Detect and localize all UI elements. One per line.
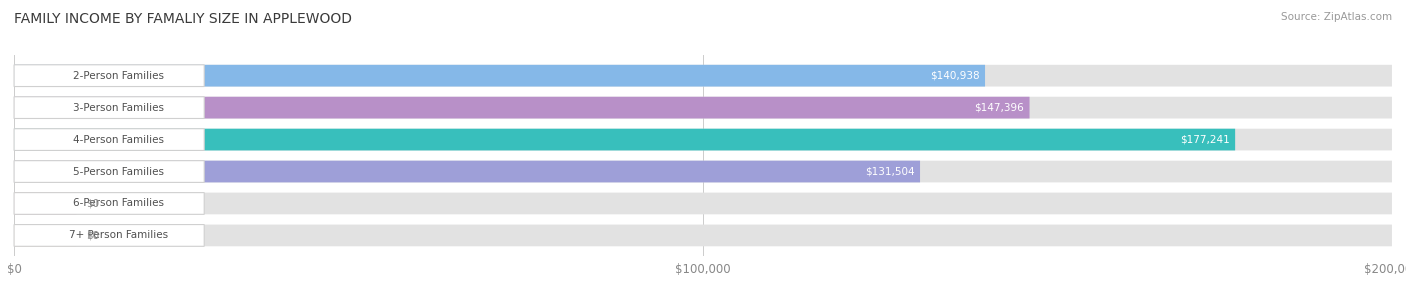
FancyBboxPatch shape <box>14 161 920 182</box>
Text: 6-Person Families: 6-Person Families <box>73 199 165 209</box>
FancyBboxPatch shape <box>14 224 76 246</box>
FancyBboxPatch shape <box>14 129 1234 150</box>
FancyBboxPatch shape <box>14 65 1392 87</box>
FancyBboxPatch shape <box>14 129 204 150</box>
FancyBboxPatch shape <box>14 65 986 87</box>
Text: Source: ZipAtlas.com: Source: ZipAtlas.com <box>1281 12 1392 22</box>
Text: 2-Person Families: 2-Person Families <box>73 71 165 81</box>
FancyBboxPatch shape <box>14 129 1392 150</box>
Text: $140,938: $140,938 <box>929 71 980 81</box>
FancyBboxPatch shape <box>14 224 1392 246</box>
FancyBboxPatch shape <box>14 193 1392 214</box>
FancyBboxPatch shape <box>14 193 76 214</box>
FancyBboxPatch shape <box>14 161 1392 182</box>
FancyBboxPatch shape <box>14 97 204 118</box>
Text: 7+ Person Families: 7+ Person Families <box>69 231 169 240</box>
FancyBboxPatch shape <box>14 65 204 87</box>
Text: $0: $0 <box>86 231 98 240</box>
Text: $0: $0 <box>86 199 98 209</box>
FancyBboxPatch shape <box>14 97 1392 118</box>
Text: FAMILY INCOME BY FAMALIY SIZE IN APPLEWOOD: FAMILY INCOME BY FAMALIY SIZE IN APPLEWO… <box>14 12 352 26</box>
Text: $131,504: $131,504 <box>865 167 914 177</box>
FancyBboxPatch shape <box>14 224 204 246</box>
Text: 3-Person Families: 3-Person Families <box>73 102 165 113</box>
FancyBboxPatch shape <box>14 193 204 214</box>
Text: $147,396: $147,396 <box>974 102 1024 113</box>
Text: 4-Person Families: 4-Person Families <box>73 135 165 145</box>
FancyBboxPatch shape <box>14 97 1029 118</box>
FancyBboxPatch shape <box>14 161 204 182</box>
Text: 5-Person Families: 5-Person Families <box>73 167 165 177</box>
Text: $177,241: $177,241 <box>1180 135 1230 145</box>
